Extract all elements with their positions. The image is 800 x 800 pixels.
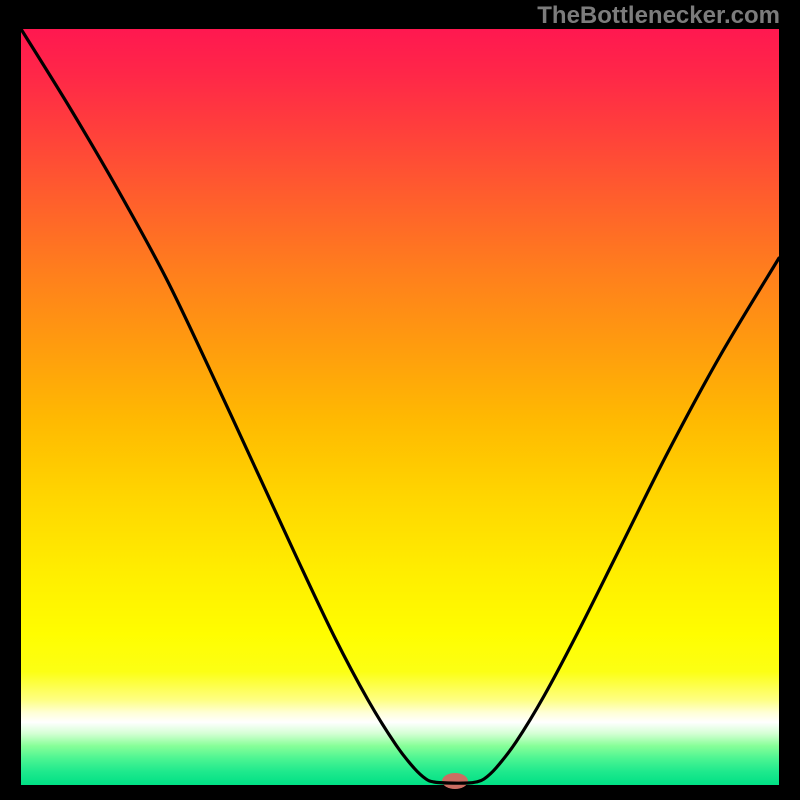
plot-background-gradient (21, 29, 779, 785)
bottleneck-chart (0, 0, 800, 800)
optimum-marker (442, 773, 468, 789)
watermark-text: TheBottlenecker.com (537, 2, 780, 30)
